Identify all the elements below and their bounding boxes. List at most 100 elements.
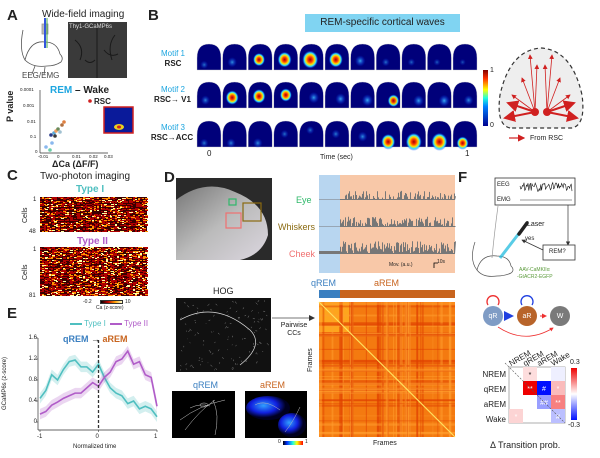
c-heatmap-cell (45, 264, 48, 266)
c-heatmap-cell (45, 257, 48, 259)
c-heatmap-cell (72, 263, 75, 265)
c-heatmap-cell (57, 229, 61, 231)
c-heatmap-cell (66, 257, 70, 259)
c-heatmap-cell (138, 256, 141, 257)
c-heatmap-cell (139, 271, 143, 273)
c-heatmap-cell (50, 220, 54, 222)
b-rsc-arrow (546, 100, 576, 113)
c-heatmap-cell (68, 286, 71, 288)
c-heatmap-cell (98, 216, 102, 218)
c-heatmap-cell (93, 216, 96, 218)
c-heatmap-cell (125, 210, 128, 212)
c-heatmap-cell (43, 203, 46, 205)
b-motif-frame (376, 43, 401, 71)
c-heatmap-cell (127, 215, 130, 217)
c-heatmap-cell (93, 283, 96, 285)
e-ytick-label: 1.6 (28, 335, 37, 341)
c-heatmap-cell (127, 265, 130, 267)
c-heatmap-cell (45, 286, 48, 288)
c-heatmap-cell (84, 278, 87, 280)
c-heatmap-cell (61, 222, 64, 224)
c-heatmap-cell (56, 257, 59, 259)
c-heatmap-cell (52, 279, 55, 280)
c-heatmap-cell (141, 247, 145, 248)
c-heatmap-cell (130, 207, 134, 209)
c-heatmap-cell (134, 251, 137, 253)
c-heatmap-cell (114, 208, 118, 210)
c-heatmap-cell (120, 216, 123, 218)
c-heatmap-cell (138, 204, 141, 206)
c-heatmap-cell (129, 225, 132, 227)
c-heatmap-cell (72, 248, 75, 250)
c-heatmap-cell (136, 213, 139, 215)
c-heatmap-cell (100, 208, 103, 210)
c-heatmap-cell (139, 284, 143, 286)
c-heatmap-cell (104, 269, 107, 271)
c-heatmap-cell (59, 200, 62, 202)
c-heatmap-cell (109, 279, 112, 280)
c-heatmap-cell (104, 221, 107, 223)
c-heatmap-cell (141, 270, 145, 272)
c-heatmap-cell (113, 283, 116, 285)
c-heatmap-cell (105, 219, 109, 221)
c-heatmap-cell (95, 209, 98, 211)
c-heatmap-cell (88, 252, 91, 254)
c-heatmap-cell (66, 253, 70, 255)
c-heatmap-cell (66, 264, 70, 266)
c-heatmap-cell (129, 270, 132, 272)
c-heatmap-cell (72, 261, 75, 263)
c-heatmap-cell (113, 205, 116, 207)
c-heatmap-cell (52, 254, 55, 256)
c-heatmap-cell (97, 210, 100, 212)
c-heatmap-cell (86, 225, 89, 227)
c-heatmap-cell (89, 218, 93, 220)
c-heatmap-cell (70, 209, 73, 211)
c-heatmap-cell (125, 225, 128, 227)
c-heatmap-cell (111, 200, 114, 202)
c-heatmap-cell (64, 204, 68, 206)
c-heatmap-cell (77, 201, 80, 203)
c-heatmap-cell (111, 265, 114, 267)
c-heatmap-cell (72, 222, 75, 224)
c-heatmap-cell (89, 197, 93, 199)
c-heatmap-cell (84, 247, 87, 248)
c-heatmap-cell (63, 285, 66, 287)
c-heatmap-cell (70, 258, 73, 260)
c-heatmap-cell (43, 262, 46, 264)
c-heatmap-cell (97, 215, 100, 217)
c-heatmap-cell (111, 265, 114, 267)
c-heatmap-cell (107, 215, 111, 217)
c-heatmap-cell (111, 247, 114, 249)
c-heatmap-cell (40, 202, 43, 204)
c-heatmap-cell (125, 207, 128, 209)
c-heatmap-cell (113, 218, 116, 220)
c-heatmap-cell (84, 271, 87, 273)
c-heatmap-cell (138, 277, 141, 279)
a-scatter-point (53, 134, 57, 138)
c-heatmap-cell (107, 208, 111, 210)
c-heatmap-cell (97, 266, 100, 268)
c-heatmap-cell (122, 266, 125, 268)
c-heatmap-cell (102, 205, 105, 207)
c-heatmap-cell (70, 280, 73, 282)
c-heatmap-cell (113, 213, 116, 215)
c-heatmap-cell (123, 248, 127, 250)
c-heatmap-cell (139, 268, 143, 270)
c-heatmap-cell (40, 200, 43, 202)
c-heatmap-cell (127, 254, 130, 256)
c-heatmap-cell (47, 262, 50, 264)
c-heatmap-cell (105, 218, 109, 220)
c-heatmap-cell (136, 274, 139, 276)
c-heatmap-cell (114, 253, 118, 254)
c-heatmap-cell (89, 265, 93, 267)
c-heatmap-cell (41, 203, 45, 205)
c-heatmap-cell (139, 277, 143, 279)
c-heatmap-cell (129, 277, 132, 279)
c-heatmap-cell (47, 257, 50, 259)
c-heatmap-cell (95, 260, 98, 262)
c-heatmap-cell (68, 251, 71, 253)
c-heatmap-cell (48, 254, 52, 256)
c-heatmap-cell (145, 275, 148, 277)
c-heatmap-cell (132, 211, 136, 213)
c-heatmap-cell (138, 276, 141, 277)
